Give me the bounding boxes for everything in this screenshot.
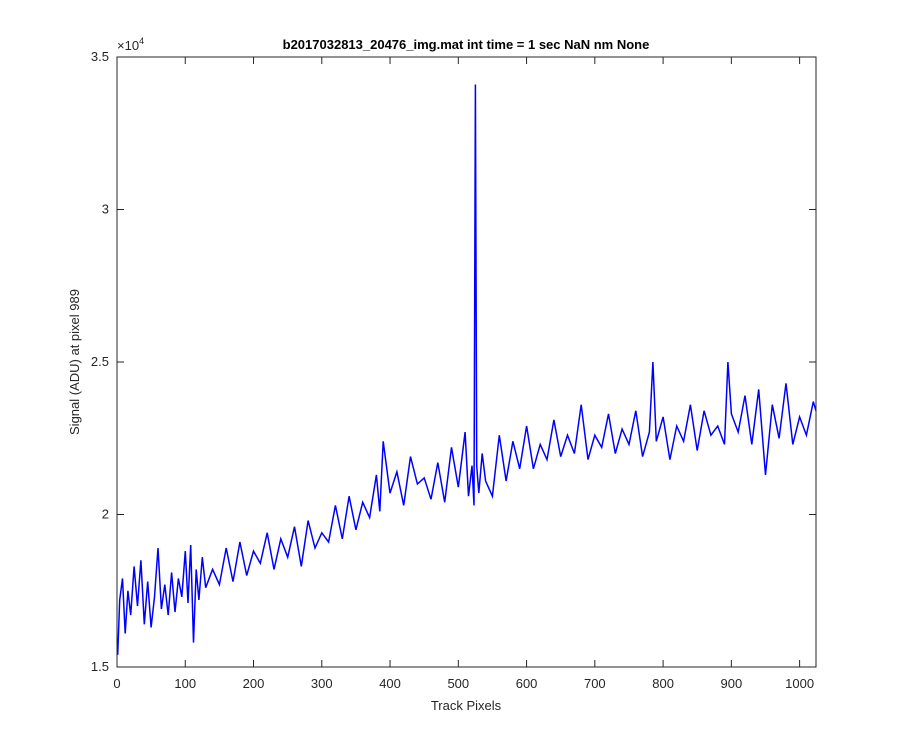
x-tick-label: 800 [652,676,674,691]
x-tick-label: 1000 [785,676,814,691]
x-tick-label: 500 [447,676,469,691]
plot-area [117,57,816,667]
x-axis-label: Track Pixels [431,698,502,713]
chart-title: b2017032813_20476_img.mat int time = 1 s… [283,37,650,52]
x-tick-label: 900 [721,676,743,691]
x-tick-label: 300 [311,676,333,691]
y-tick-label: 2.5 [91,354,109,369]
x-tick-label: 400 [379,676,401,691]
y-tick-label: 3 [102,202,109,217]
series-layer [116,84,817,655]
x-tick-label: 200 [243,676,265,691]
x-tick-label: 600 [516,676,538,691]
x-tick-label: 0 [113,676,120,691]
y-tick-label: 1.5 [91,659,109,674]
tick-labels: 0 100 200 300 400 500 600 700 800 900 1000 1.5 2 2.5 3… [91,49,814,691]
series-line-0 [116,84,817,655]
y-axis-label: Signal (ADU) at pixel 989 [67,289,82,435]
y-exponent-label: ×104 [117,36,144,53]
x-tick-label: 100 [174,676,196,691]
y-tick-label: 3.5 [91,49,109,64]
plot-frame [116,56,817,668]
y-tick-label: 2 [102,507,109,522]
x-tick-label: 700 [584,676,606,691]
